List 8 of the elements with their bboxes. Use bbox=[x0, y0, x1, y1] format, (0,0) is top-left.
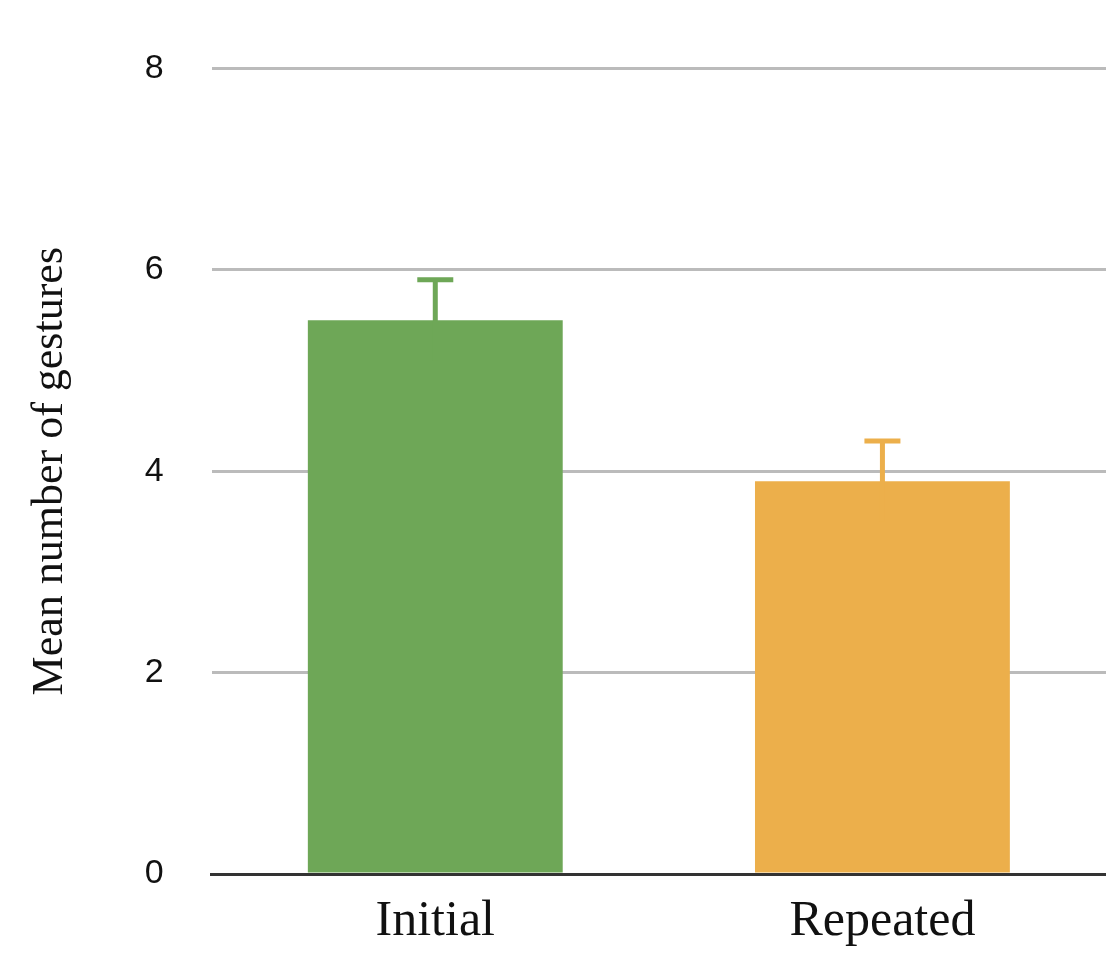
x-tick-label: Initial bbox=[375, 890, 495, 947]
y-axis-title: Mean number of gestures bbox=[22, 246, 72, 696]
y-tick-label: 2 bbox=[144, 650, 164, 689]
y-tick-label: 4 bbox=[144, 449, 164, 488]
y-tick-label: 8 bbox=[144, 46, 164, 85]
y-tick-label: 0 bbox=[144, 852, 164, 891]
y-tick-label: 6 bbox=[144, 248, 164, 287]
x-tick-label: Repeated bbox=[789, 890, 976, 947]
